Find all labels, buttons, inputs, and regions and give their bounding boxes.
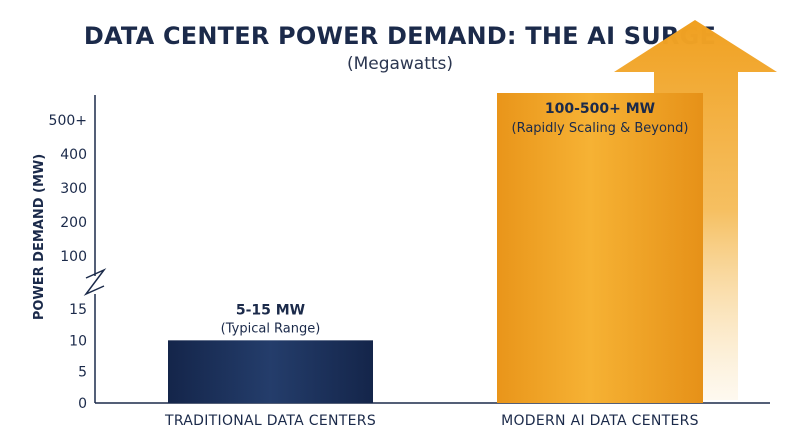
data-label-value: 5-15 MW <box>236 302 305 318</box>
y-tick-label: 15 <box>69 302 87 318</box>
y-tick-label: 100 <box>60 249 87 265</box>
y-tick-label: 500+ <box>49 113 87 129</box>
chart-title: DATA CENTER POWER DEMAND: THE AI SURGE <box>83 22 717 50</box>
y-tick-label: 5 <box>78 365 87 381</box>
x-category-label: MODERN AI DATA CENTERS <box>501 413 699 429</box>
data-label-note: (Rapidly Scaling & Beyond) <box>512 121 689 136</box>
chart-subtitle: (Megawatts) <box>346 54 454 74</box>
x-category-label: TRADITIONAL DATA CENTERS <box>164 413 376 429</box>
y-tick-label: 10 <box>69 333 87 349</box>
y-tick-label: 200 <box>60 215 87 231</box>
y-tick-label: 0 <box>78 396 87 412</box>
y-axis-label: POWER DEMAND (MW) <box>32 154 47 320</box>
data-label-value: 100-500+ MW <box>545 101 655 117</box>
data-label-note: (Typical Range) <box>221 321 321 336</box>
y-tick-label: 300 <box>60 181 87 197</box>
bar-traditional <box>168 340 373 403</box>
y-tick-label: 400 <box>60 147 87 163</box>
bar-modern-ai <box>497 93 703 403</box>
axis-break-mark <box>83 268 107 296</box>
